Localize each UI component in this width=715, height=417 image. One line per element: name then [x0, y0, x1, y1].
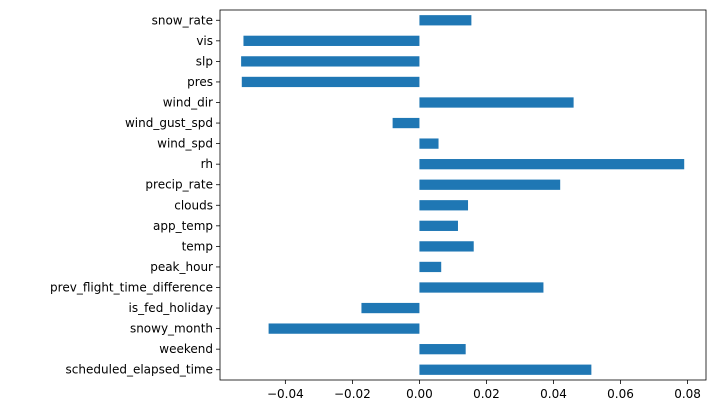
bar-vis	[243, 35, 420, 46]
bar-prev-flight-time-difference	[419, 282, 544, 293]
y-tick-label: scheduled_elapsed_time	[66, 363, 213, 377]
bar-wind-spd	[419, 138, 439, 149]
bar-app-temp	[419, 220, 458, 231]
y-tick-label: wind_dir	[163, 96, 213, 110]
bar-rh	[419, 159, 685, 170]
bar-snowy-month	[268, 323, 420, 334]
y-tick-label: clouds	[174, 198, 213, 212]
y-tick-label: peak_hour	[150, 260, 213, 274]
y-tick-label: rh	[201, 157, 213, 171]
y-tick-label: app_temp	[153, 219, 213, 233]
bar-pres	[241, 76, 420, 88]
x-tick-label: 0.06	[607, 387, 634, 401]
bar-scheduled-elapsed-time	[419, 364, 592, 375]
x-tick-label: 0.04	[540, 387, 567, 401]
bars-group	[241, 15, 685, 375]
bar-clouds	[419, 200, 469, 211]
bar-snow-rate	[419, 15, 472, 26]
y-tick-label: slp	[196, 54, 213, 68]
plot-area-frame	[219, 9, 707, 381]
x-tick-label: 0.08	[674, 387, 701, 401]
x-tick-label: 0.00	[406, 387, 433, 401]
bar-weekend	[419, 344, 466, 355]
bar-wind-gust-spd	[392, 117, 420, 129]
y-tick-label: wind_spd	[157, 137, 213, 151]
y-tick-label: temp	[182, 239, 213, 253]
x-tick-label: −0.04	[267, 387, 304, 401]
y-tick-label: prev_flight_time_difference	[50, 281, 213, 295]
y-tick-label: pres	[187, 75, 213, 89]
bar-wind-dir	[419, 97, 574, 108]
y-tick-label: precip_rate	[145, 178, 213, 192]
y-tick-label: is_fed_holiday	[129, 301, 214, 315]
y-tick-label: vis	[196, 34, 213, 48]
bar-peak-hour	[419, 261, 442, 273]
x-axis: −0.04 −0.02 0.00 0.02 0.04 0.06 0.08	[267, 380, 701, 401]
bar-precip-rate	[419, 179, 561, 190]
bar-temp	[419, 241, 474, 252]
y-tick-label: snowy_month	[130, 322, 213, 336]
y-tick-label: wind_gust_spd	[125, 116, 213, 130]
bar-slp	[241, 56, 420, 67]
y-tick-label: weekend	[159, 342, 213, 356]
x-tick-label: 0.02	[473, 387, 500, 401]
x-tick-label: −0.02	[334, 387, 371, 401]
y-tick-label: snow_rate	[152, 13, 213, 27]
y-axis: scheduled_elapsed_time weekend snowy_month…	[50, 13, 220, 377]
bar-is-fed-holiday	[361, 302, 420, 314]
